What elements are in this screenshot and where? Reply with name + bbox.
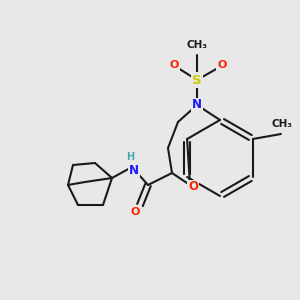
Text: O: O [188,181,198,194]
Text: N: N [192,98,202,112]
Text: CH₃: CH₃ [272,119,292,129]
Text: O: O [217,60,227,70]
Text: N: N [129,164,139,176]
Text: H: H [126,152,134,162]
Text: O: O [130,207,140,217]
Text: O: O [169,60,179,70]
Text: S: S [192,74,202,86]
Text: CH₃: CH₃ [187,40,208,50]
